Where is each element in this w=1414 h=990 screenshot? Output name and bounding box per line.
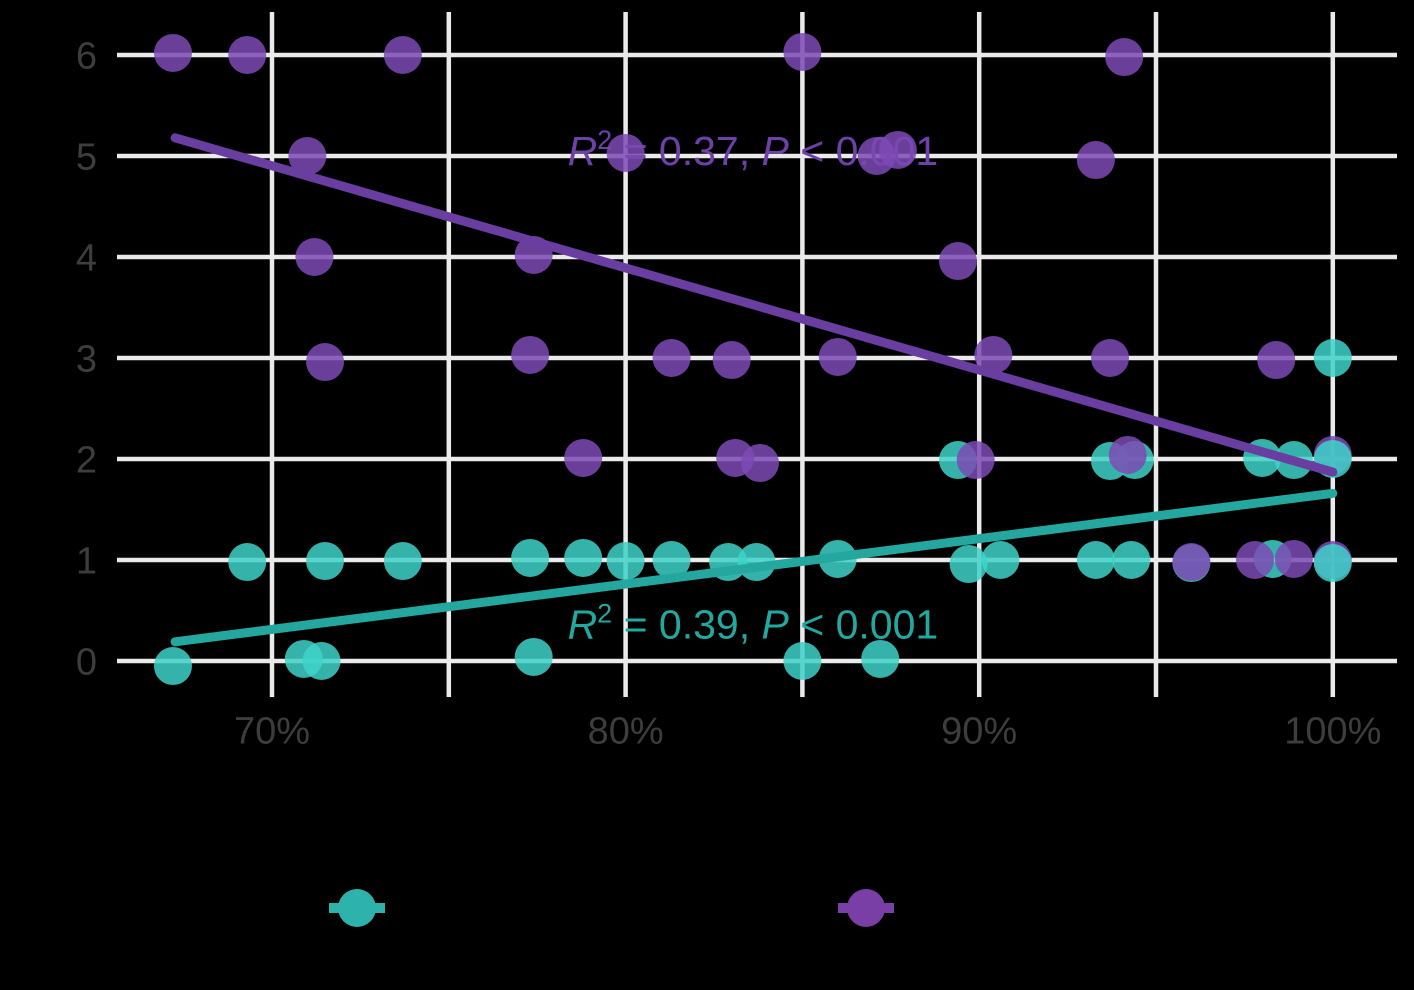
scatter-point-purple (1236, 541, 1275, 579)
annotation-part: = 0.39, (612, 602, 761, 648)
scatter-point-purple (818, 337, 857, 376)
annotation-part: P (762, 602, 790, 648)
scatter-point-purple (511, 335, 550, 374)
scatter-point-teal (383, 542, 422, 581)
annotation-part: < 0.001 (789, 602, 938, 648)
scatter-point-teal (1112, 541, 1151, 579)
trend-line-purple (170, 133, 1338, 477)
scatter-point-purple (1091, 339, 1130, 377)
legend-key-teal (329, 889, 385, 927)
scatter-point-purple (956, 441, 995, 480)
scatter-point-purple (783, 32, 822, 71)
scatter-point-teal (302, 642, 341, 680)
scatter-point-purple (606, 133, 645, 172)
scatter-point-teal (228, 543, 267, 582)
x-tick-label: 80% (588, 710, 664, 752)
x-tick-label: 70% (234, 710, 310, 752)
x-tick-label: 90% (941, 710, 1017, 752)
y-tick-label: 1 (76, 540, 97, 582)
scatter-point-purple (974, 335, 1013, 374)
y-tick-label: 0 (76, 641, 97, 683)
scatter-point-purple (740, 444, 779, 483)
scatter-point-purple (712, 341, 751, 380)
scatter-point-purple (306, 343, 345, 382)
scatter-point-purple (1274, 539, 1313, 578)
scatter-point-teal (606, 542, 645, 581)
scatter-point-purple (564, 438, 603, 477)
scatter-point-purple (288, 137, 327, 175)
annotation-part: R (568, 128, 598, 174)
scatter-point-purple (383, 36, 422, 74)
scatter-point-purple (1257, 341, 1296, 380)
y-tick-label: 4 (76, 237, 97, 279)
scatter-point-teal (981, 541, 1020, 579)
scatter-point-teal (1313, 544, 1352, 583)
scatter-point-purple (1108, 435, 1147, 474)
scatter-point-teal (511, 538, 550, 577)
scatter-point-purple (878, 130, 917, 169)
scatter-point-purple (1172, 543, 1211, 582)
annotation-teal: R2 = 0.39, P < 0.001 (568, 599, 939, 648)
scatter-point-teal (1076, 541, 1115, 579)
y-tick-label: 3 (76, 338, 97, 380)
scatter-point-purple (228, 36, 267, 74)
scatter-point-purple (153, 33, 192, 72)
legend-key-purple (838, 889, 894, 927)
annotation-part: R (568, 602, 598, 648)
legend-key-dot-purple (847, 889, 885, 927)
x-tick-label: 100% (1284, 710, 1381, 752)
legend-key-dot-teal (338, 889, 376, 927)
scatter-point-purple (295, 238, 334, 276)
trend-line-teal (170, 488, 1338, 647)
scatter-point-teal (783, 642, 822, 680)
scatter-point-purple (652, 339, 691, 377)
scatter-point-teal (652, 541, 691, 579)
scatter-point-purple (938, 242, 977, 281)
scatter-point-purple (1105, 38, 1144, 77)
scatter-point-teal (153, 647, 192, 686)
y-tick-label: 2 (76, 439, 97, 481)
y-tick-label: 6 (76, 35, 97, 77)
annotation-part: P (762, 128, 790, 174)
y-tick-label: 5 (76, 136, 97, 178)
scatter-point-teal (306, 542, 345, 581)
scatter-point-teal (1313, 339, 1352, 377)
annotation-part: 2 (597, 599, 612, 629)
scatter-point-teal (861, 639, 900, 678)
scatter-point-purple (1076, 141, 1115, 180)
scatter-point-teal (514, 637, 553, 676)
scatter-point-teal (949, 545, 988, 584)
scatter-point-teal (564, 538, 603, 577)
